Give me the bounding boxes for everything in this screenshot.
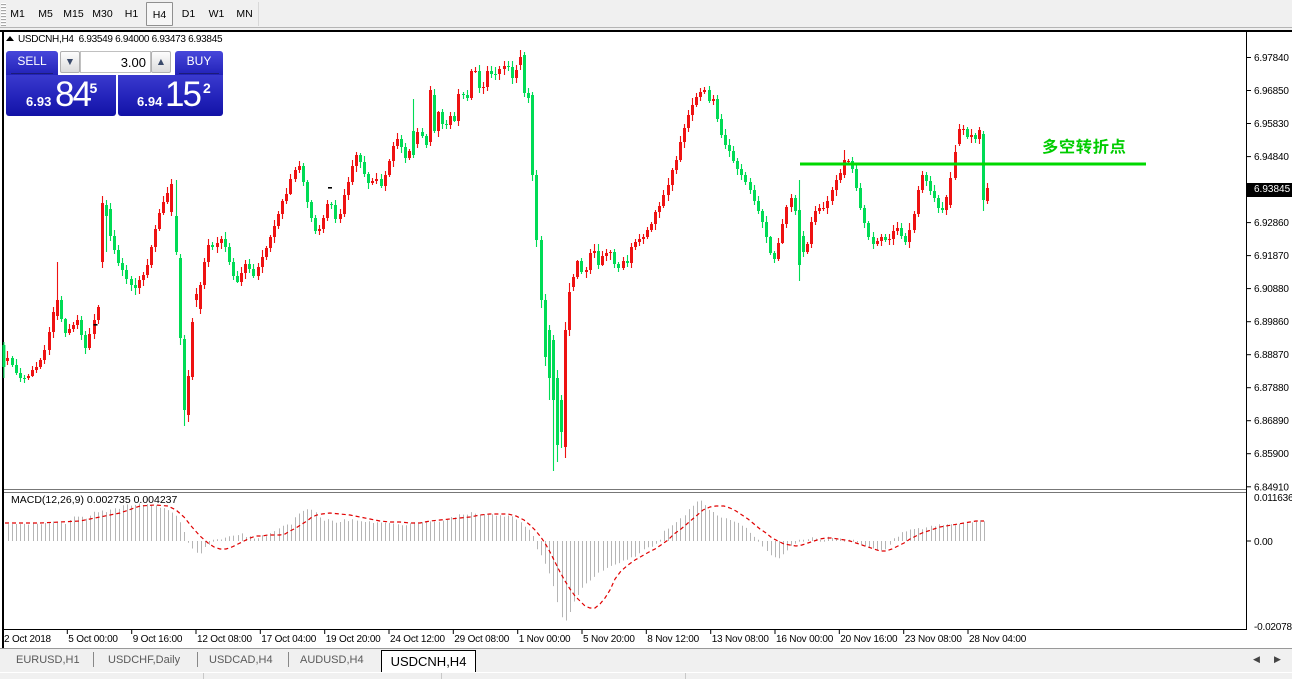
svg-text:28 Nov 04:00: 28 Nov 04:00: [969, 634, 1027, 645]
svg-text:17 Oct 04:00: 17 Oct 04:00: [261, 634, 316, 645]
svg-text:6.87880: 6.87880: [1254, 383, 1289, 394]
svg-text:6.94840: 6.94840: [1254, 152, 1289, 163]
svg-text:8 Nov 12:00: 8 Nov 12:00: [647, 634, 699, 645]
svg-text:0.011636: 0.011636: [1254, 493, 1292, 504]
svg-text:6.86890: 6.86890: [1254, 416, 1289, 427]
svg-text:6.91870: 6.91870: [1254, 251, 1289, 262]
svg-text:6.85900: 6.85900: [1254, 449, 1289, 460]
svg-text:23 Nov 08:00: 23 Nov 08:00: [905, 634, 963, 645]
svg-text:29 Oct 08:00: 29 Oct 08:00: [454, 634, 509, 645]
svg-text:6.88870: 6.88870: [1254, 350, 1289, 361]
svg-text:16 Nov 00:00: 16 Nov 00:00: [776, 634, 834, 645]
svg-text:-0.020788: -0.020788: [1254, 622, 1292, 633]
svg-text:13 Nov 08:00: 13 Nov 08:00: [712, 634, 770, 645]
svg-text:9 Oct 16:00: 9 Oct 16:00: [133, 634, 183, 645]
svg-text:6.92860: 6.92860: [1254, 218, 1289, 229]
svg-text:1 Nov 00:00: 1 Nov 00:00: [519, 634, 571, 645]
svg-text:6.90880: 6.90880: [1254, 284, 1289, 295]
svg-text:12 Oct 08:00: 12 Oct 08:00: [197, 634, 252, 645]
svg-text:6.95830: 6.95830: [1254, 119, 1289, 130]
svg-text:6.96850: 6.96850: [1254, 86, 1289, 97]
svg-text:0.00: 0.00: [1254, 537, 1273, 548]
svg-text:5 Nov 20:00: 5 Nov 20:00: [583, 634, 635, 645]
svg-text:24 Oct 12:00: 24 Oct 12:00: [390, 634, 445, 645]
svg-text:19 Oct 20:00: 19 Oct 20:00: [326, 634, 381, 645]
svg-text:5 Oct 00:00: 5 Oct 00:00: [68, 634, 118, 645]
svg-text:6.84910: 6.84910: [1254, 482, 1289, 493]
svg-text:2 Oct 2018: 2 Oct 2018: [4, 634, 52, 645]
svg-text:20 Nov 16:00: 20 Nov 16:00: [840, 634, 898, 645]
svg-text:6.89860: 6.89860: [1254, 317, 1289, 328]
svg-text:6.97840: 6.97840: [1254, 53, 1289, 64]
